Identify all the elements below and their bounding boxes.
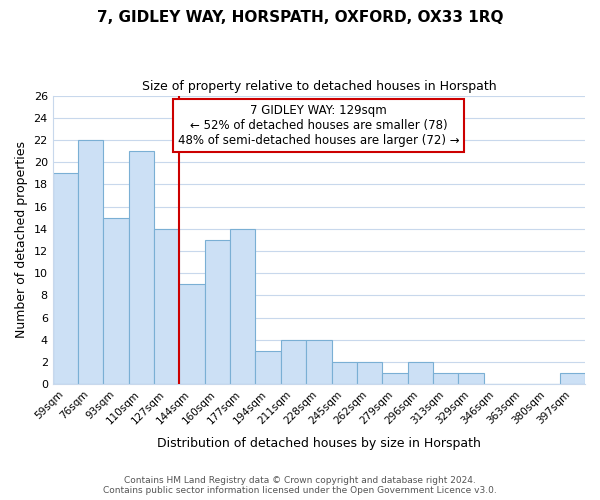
Bar [205, 240, 230, 384]
Bar [382, 373, 407, 384]
Bar [179, 284, 205, 384]
Text: 7, GIDLEY WAY, HORSPATH, OXFORD, OX33 1RQ: 7, GIDLEY WAY, HORSPATH, OXFORD, OX33 1R… [97, 10, 503, 25]
Bar [103, 218, 129, 384]
Title: Size of property relative to detached houses in Horspath: Size of property relative to detached ho… [142, 80, 496, 93]
Bar [332, 362, 357, 384]
Bar [154, 229, 179, 384]
X-axis label: Distribution of detached houses by size in Horspath: Distribution of detached houses by size … [157, 437, 481, 450]
Bar [306, 340, 332, 384]
Bar [458, 373, 484, 384]
Y-axis label: Number of detached properties: Number of detached properties [15, 142, 28, 338]
Bar [433, 373, 458, 384]
Bar [407, 362, 433, 384]
Text: 7 GIDLEY WAY: 129sqm
← 52% of detached houses are smaller (78)
48% of semi-detac: 7 GIDLEY WAY: 129sqm ← 52% of detached h… [178, 104, 460, 147]
Bar [560, 373, 585, 384]
Bar [281, 340, 306, 384]
Bar [357, 362, 382, 384]
Bar [230, 229, 256, 384]
Text: Contains HM Land Registry data © Crown copyright and database right 2024.
Contai: Contains HM Land Registry data © Crown c… [103, 476, 497, 495]
Bar [256, 351, 281, 384]
Bar [53, 174, 78, 384]
Bar [78, 140, 103, 384]
Bar [129, 151, 154, 384]
